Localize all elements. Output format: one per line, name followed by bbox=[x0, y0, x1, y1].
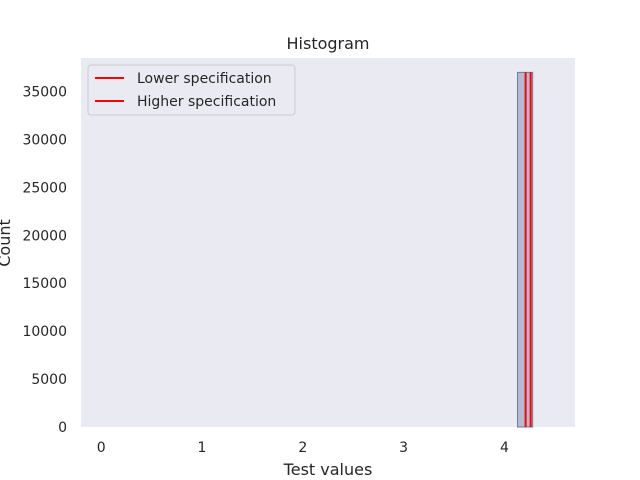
legend-label-lower-spec: Lower specification bbox=[137, 71, 272, 87]
y-tick-label: 30000 bbox=[22, 132, 67, 148]
plot-area bbox=[81, 58, 575, 427]
x-axis-label: Test values bbox=[283, 460, 373, 479]
legend-box bbox=[87, 64, 296, 116]
y-tick-label: 20000 bbox=[22, 228, 67, 244]
y-tick-labels: 0 5000 10000 15000 20000 25000 30000 35000 bbox=[22, 85, 67, 436]
y-tick-label: 15000 bbox=[22, 276, 67, 292]
x-tick-label: 4 bbox=[500, 440, 509, 456]
y-axis-label: Count bbox=[0, 219, 14, 267]
x-tick-label: 0 bbox=[97, 440, 106, 456]
y-tick-label: 25000 bbox=[22, 180, 67, 196]
y-tick-label: 0 bbox=[58, 420, 67, 436]
x-tick-label: 3 bbox=[399, 440, 408, 456]
y-tick-label: 5000 bbox=[31, 372, 67, 388]
y-tick-label: 10000 bbox=[22, 324, 67, 340]
y-tick-label: 35000 bbox=[22, 85, 67, 101]
x-tick-label: 1 bbox=[198, 440, 207, 456]
x-tick-label: 2 bbox=[298, 440, 307, 456]
chart-title: Histogram bbox=[287, 34, 370, 53]
spec-lines-layer bbox=[524, 72, 532, 427]
x-tick-labels: 0 1 2 3 4 bbox=[97, 440, 509, 456]
legend-label-higher-spec: Higher specification bbox=[137, 94, 276, 110]
legend: Lower specification Higher specification bbox=[87, 64, 296, 116]
